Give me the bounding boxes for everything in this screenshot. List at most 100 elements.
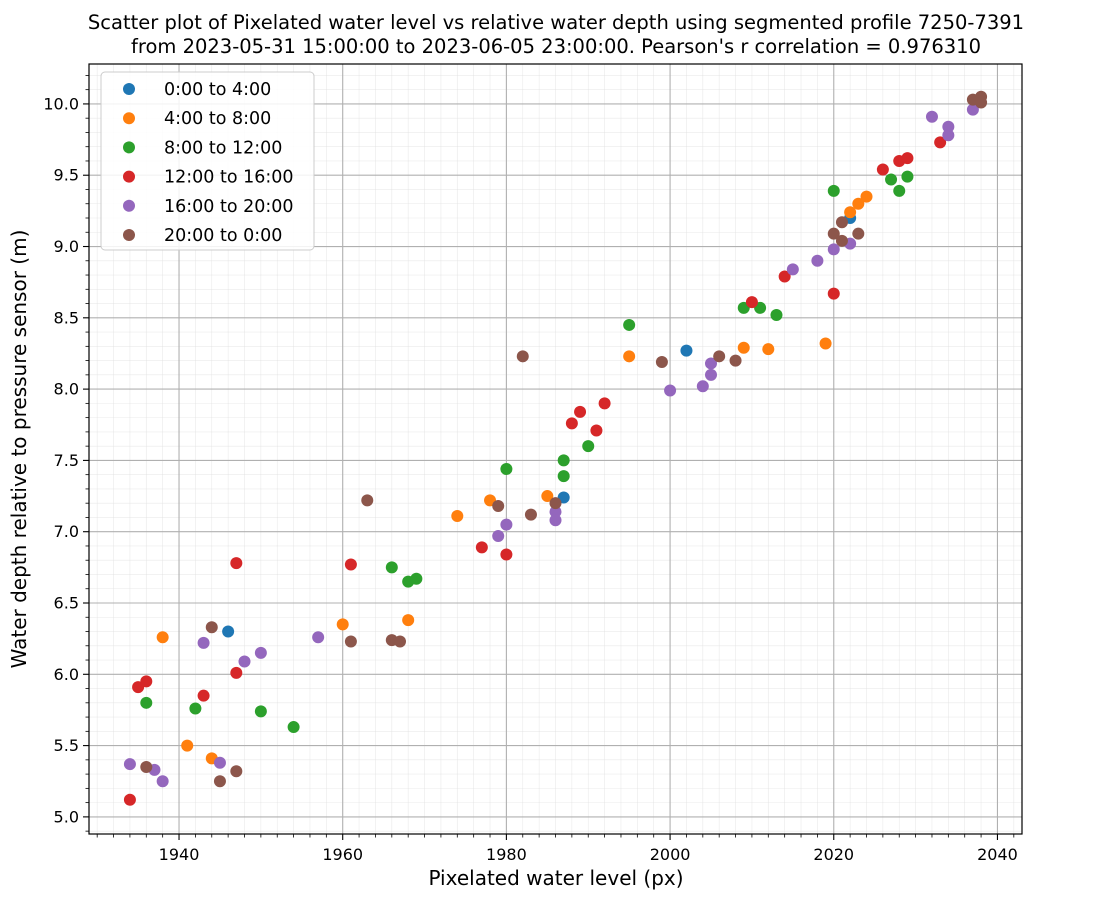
- data-point: [197, 636, 210, 649]
- legend-marker: [123, 141, 135, 154]
- data-point: [222, 625, 235, 638]
- legend-marker: [123, 83, 135, 95]
- data-point: [549, 514, 562, 527]
- y-tick-label: 10.0: [43, 94, 79, 113]
- data-point: [827, 243, 840, 256]
- data-point: [500, 518, 513, 531]
- data-point: [705, 368, 717, 381]
- legend: 0:00 to 4:00 4:00 to 8:00 8:00 to 12:00 12:…: [100, 71, 315, 251]
- y-tick-label: 8.5: [54, 308, 79, 327]
- legend-label: 12:00 to 16:00: [164, 168, 294, 188]
- data-points: [123, 90, 988, 806]
- data-point: [893, 184, 906, 197]
- data-point: [140, 760, 153, 773]
- data-point: [492, 529, 505, 542]
- data-point: [213, 756, 226, 769]
- legend-label: 0:00 to 4:00: [164, 80, 271, 100]
- y-tick-label: 5.5: [54, 736, 79, 755]
- data-point: [713, 350, 726, 363]
- series-5: [140, 90, 988, 788]
- data-point: [197, 689, 210, 702]
- data-point: [549, 497, 562, 510]
- data-point: [557, 454, 570, 467]
- data-point: [541, 490, 554, 503]
- data-point: [213, 775, 226, 788]
- axis-ticks: 1940 1960 1980 2000 2020 2040 5.0 5.5 6.0 6.5 7.0 7…: [43, 75, 1018, 864]
- data-point: [254, 705, 267, 718]
- data-point: [254, 646, 267, 659]
- data-point: [598, 397, 611, 410]
- data-point: [844, 206, 857, 219]
- legend-marker: [123, 170, 135, 183]
- data-point: [705, 357, 717, 370]
- data-point: [140, 675, 153, 688]
- data-point: [230, 557, 243, 570]
- y-tick-label: 7.5: [54, 451, 79, 470]
- data-point: [394, 635, 406, 648]
- x-tick-label: 1980: [486, 845, 527, 864]
- series-1: [156, 190, 873, 765]
- y-tick-label: 6.0: [54, 665, 79, 684]
- data-point: [860, 190, 873, 203]
- data-point: [123, 758, 136, 771]
- data-point: [205, 621, 218, 634]
- data-point: [590, 424, 603, 437]
- data-point: [524, 508, 537, 521]
- data-point: [361, 494, 374, 507]
- data-point: [344, 635, 357, 648]
- legend-marker: [123, 229, 135, 241]
- data-point: [696, 380, 709, 393]
- data-point: [885, 173, 898, 186]
- data-point: [745, 296, 758, 309]
- legend-label: 20:00 to 0:00: [164, 226, 282, 246]
- series-2: [140, 170, 914, 734]
- legend-item: 12:00 to 16:00: [123, 168, 294, 188]
- data-point: [565, 417, 578, 430]
- legend-marker: [123, 199, 135, 212]
- data-point: [402, 614, 415, 627]
- chart-title-line: Scatter plot of Pixelated water level vs…: [88, 11, 1024, 34]
- data-point: [123, 793, 136, 806]
- data-point: [835, 234, 848, 247]
- data-point: [623, 350, 636, 363]
- legend-box: [100, 71, 315, 251]
- data-point: [516, 350, 529, 363]
- data-point: [811, 254, 824, 267]
- data-point: [549, 505, 562, 518]
- data-point: [336, 618, 349, 631]
- x-axis-label: Pixelated water level (px): [428, 866, 683, 890]
- data-point: [156, 631, 169, 644]
- x-tick-label: 2040: [977, 845, 1018, 864]
- data-point: [925, 110, 938, 123]
- legend-item: 20:00 to 0:00: [123, 226, 282, 246]
- y-tick-label: 9.0: [54, 237, 79, 256]
- chart-title: Scatter plot of Pixelated water level vs…: [88, 11, 1024, 58]
- data-point: [819, 337, 832, 350]
- data-point: [475, 541, 488, 554]
- data-point: [557, 470, 570, 483]
- series-3: [123, 136, 947, 806]
- data-point: [189, 702, 202, 715]
- y-tick-label: 5.0: [54, 807, 79, 826]
- legend-label: 8:00 to 12:00: [164, 138, 282, 158]
- x-tick-label: 1960: [322, 845, 363, 864]
- data-point: [140, 696, 153, 709]
- data-point: [852, 227, 865, 240]
- data-point: [786, 263, 799, 276]
- data-point: [827, 287, 840, 300]
- legend-item: 8:00 to 12:00: [123, 138, 282, 158]
- data-point: [451, 510, 464, 523]
- data-point: [778, 270, 791, 283]
- legend-item: 16:00 to 20:00: [123, 197, 294, 217]
- data-point: [655, 356, 668, 369]
- chart-title-line: from 2023-05-31 15:00:00 to 2023-06-05 2…: [131, 35, 981, 58]
- data-point: [574, 405, 587, 418]
- data-point: [827, 227, 840, 240]
- data-point: [230, 765, 243, 778]
- y-axis-label: Water depth relative to pressure sensor …: [7, 230, 31, 669]
- data-point: [410, 572, 423, 585]
- data-point: [852, 197, 865, 210]
- data-point: [623, 318, 636, 331]
- y-tick-label: 9.5: [54, 166, 79, 185]
